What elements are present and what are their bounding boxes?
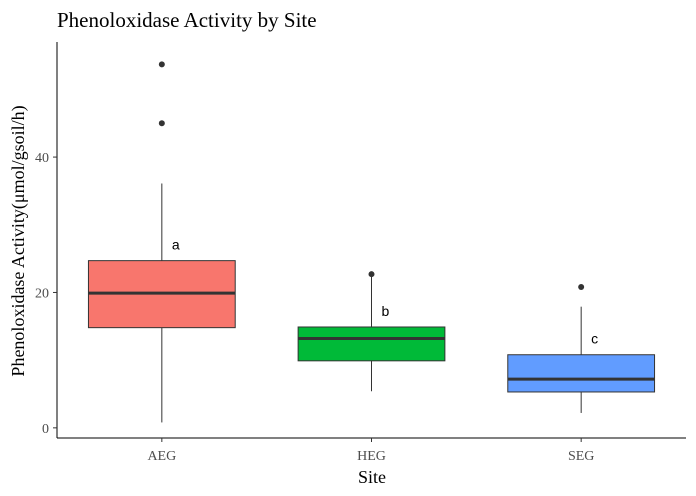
box-heg	[297, 326, 446, 362]
significance-letter: c	[591, 331, 598, 347]
x-tick-label: SEG	[568, 449, 594, 464]
y-axis-title: Phenoloxidase Activity(μmol/gsoil/h)	[8, 105, 29, 376]
significance-letter: b	[382, 303, 390, 319]
box-seg	[507, 354, 656, 393]
y-tick-label: 40	[35, 151, 49, 166]
outlier-point	[158, 61, 165, 68]
outlier-point	[578, 284, 585, 291]
x-tick-label: HEG	[357, 449, 386, 464]
chart-title: Phenoloxidase Activity by Site	[57, 8, 317, 32]
x-axis-title: Site	[358, 467, 386, 487]
y-tick-label: 0	[42, 422, 49, 437]
y-tick-label: 20	[35, 286, 49, 301]
outlier-point	[158, 120, 165, 127]
x-tick-label: AEG	[147, 449, 176, 464]
outlier-point	[368, 271, 375, 278]
significance-letter: a	[172, 237, 180, 253]
plot-area: 0 20 40 AEG HEG SEG a b c	[35, 42, 686, 464]
